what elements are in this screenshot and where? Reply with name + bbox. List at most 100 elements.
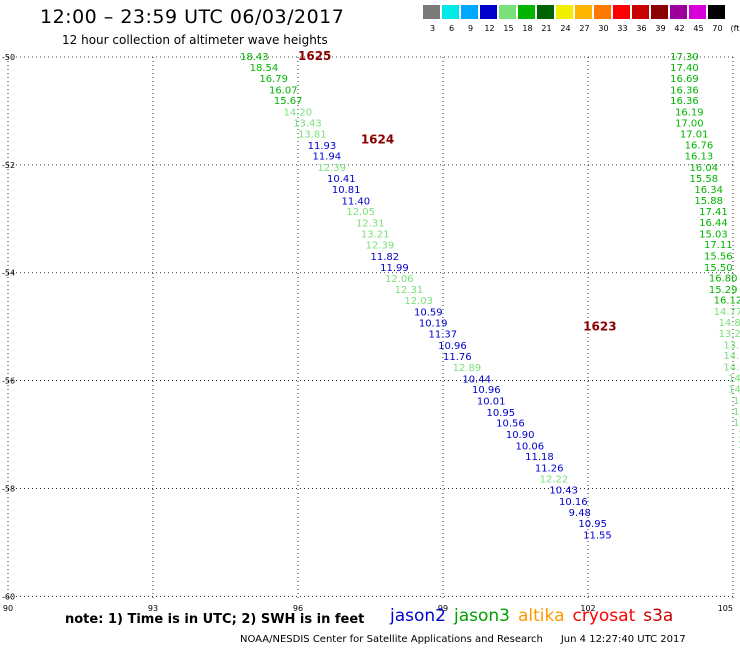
x-tick-label: 102	[580, 604, 595, 613]
wave-height-point: 13.21	[361, 229, 390, 240]
wave-height-point: 13.81	[298, 130, 327, 141]
wave-height-point: 11.55	[583, 530, 612, 541]
color-swatch	[651, 5, 668, 19]
wave-height-point: 15.58	[690, 174, 719, 185]
wave-height-points: 18.4318.5416.7916.0715.6714.2013.4313.81…	[240, 52, 740, 541]
wave-height-point: 14.77	[714, 307, 740, 318]
color-scale-label: 42	[674, 24, 685, 33]
wave-height-point: 13.22	[733, 407, 740, 418]
color-swatch	[575, 5, 592, 19]
y-tick-label: -60	[2, 592, 15, 601]
satellite-legend-item: altika	[518, 606, 565, 626]
wave-height-point: 10.43	[549, 486, 578, 497]
color-scale-label: 45	[693, 24, 704, 33]
color-scale-label: 6	[448, 24, 455, 33]
pass-label: 1624	[361, 133, 394, 147]
wave-height-point: 16.79	[259, 74, 288, 85]
wave-height-point: 13.70	[738, 440, 740, 451]
wave-height-point: 11.82	[371, 252, 400, 263]
x-tick-label: 99	[438, 604, 448, 613]
satellite-legend-item: jason2	[390, 606, 446, 626]
wave-height-point: 11.94	[313, 152, 342, 163]
y-tick-label: -58	[2, 484, 15, 493]
wave-height-point: 12.39	[366, 241, 395, 252]
color-scale-label: (ft)	[730, 24, 740, 33]
wave-height-point: 10.16	[559, 497, 588, 508]
color-scale-label: 24	[560, 24, 571, 33]
wave-height-point: 10.81	[332, 185, 361, 196]
footer-timestamp: Jun 4 12:27:40 UTC 2017	[560, 634, 686, 645]
footer-credit: NOAA/NESDIS Center for Satellite Applica…	[240, 634, 543, 645]
color-scale-label: 36	[636, 24, 647, 33]
wave-height-point: 18.54	[250, 63, 279, 74]
wave-height-point: 16.12	[714, 296, 740, 307]
wave-height-point: 12.03	[404, 296, 433, 307]
wave-height-point: 17.30	[670, 52, 699, 63]
color-scale-label: 70	[712, 24, 723, 33]
wave-height-point: 16.13	[685, 152, 714, 163]
y-tick-label: -54	[2, 269, 15, 278]
chart-subtitle: 12 hour collection of altimeter wave hei…	[62, 33, 328, 47]
wave-height-point: 10.96	[438, 341, 467, 352]
track-group: 18.4318.5416.7916.0715.6714.2013.4313.81…	[240, 52, 612, 541]
wave-height-point: 11.18	[525, 452, 554, 463]
wave-height-point: 14.81	[728, 385, 740, 396]
wave-height-point: 13.43	[293, 118, 322, 129]
wave-height-point: 10.06	[516, 441, 545, 452]
wave-height-point: 10.96	[472, 385, 501, 396]
color-scale-label: 12	[484, 24, 495, 33]
pass-label: 1625	[298, 49, 331, 63]
color-swatch	[499, 5, 516, 19]
wave-height-point: 15.67	[274, 96, 303, 107]
color-swatch	[442, 5, 459, 19]
color-scale-label: 18	[522, 24, 533, 33]
wave-height-point: 10.59	[414, 308, 443, 319]
track-group: 17.3017.4016.6916.3616.3616.1917.0017.01…	[670, 52, 740, 451]
x-tick-label: 93	[148, 604, 158, 613]
y-tick-label: -52	[2, 161, 15, 170]
wave-height-point: 11.26	[535, 463, 564, 474]
color-swatch	[537, 5, 554, 19]
wave-height-point: 11.99	[380, 263, 409, 274]
wave-height-point: 10.19	[419, 318, 448, 329]
wave-height-point: 12.89	[453, 363, 482, 374]
wave-height-point: 16.34	[694, 185, 723, 196]
wave-height-point: 12.31	[395, 285, 424, 296]
wave-height-point: 16.36	[670, 96, 699, 107]
x-tick-label: 105	[718, 604, 733, 613]
color-scale-label: 30	[598, 24, 609, 33]
grid-lines	[7, 56, 734, 599]
wave-height-point: 13.22	[738, 429, 740, 440]
color-scale-label: 9	[467, 24, 474, 33]
color-scale-label: 39	[655, 24, 666, 33]
color-swatch	[480, 5, 497, 19]
wave-height-point: 10.44	[462, 374, 491, 385]
color-swatch	[518, 5, 535, 19]
wave-height-point: 12.22	[540, 475, 569, 486]
axis-tick-labels: 90 93 96 99 102 105 -50 -52 -54 -56 -58 -60	[2, 53, 733, 613]
color-swatch	[423, 5, 440, 19]
wave-height-point: 10.95	[578, 519, 607, 530]
wave-height-point: 15.29	[709, 285, 738, 296]
wave-height-point: 15.03	[699, 229, 728, 240]
wave-height-point: 13.48	[733, 418, 740, 429]
color-scale-label: 15	[503, 24, 514, 33]
footer: NOAA/NESDIS Center for Satellite Applica…	[240, 634, 686, 645]
x-tick-label: 96	[293, 604, 303, 613]
wave-height-point: 14.78	[723, 351, 740, 362]
wave-height-point: 10.41	[327, 174, 356, 185]
satellite-legend: jason2 jason3 altika cryosat s3a	[390, 606, 681, 626]
wave-height-point: 10.56	[496, 419, 525, 430]
wave-height-point: 11.93	[308, 141, 337, 152]
wave-height-point: 10.95	[487, 408, 516, 419]
y-tick-label: -56	[2, 377, 15, 386]
wave-height-point: 16.76	[685, 140, 714, 151]
satellite-legend-item: jason3	[454, 606, 510, 626]
wave-height-point: 13.64	[723, 340, 740, 351]
wave-height-point: 17.01	[680, 130, 709, 141]
color-scale-label: 27	[579, 24, 590, 33]
wave-height-point: 14.70	[733, 396, 740, 407]
wave-height-point: 14.20	[284, 107, 313, 118]
chart-title: 12:00 – 23:59 UTC 06/03/2017	[40, 6, 345, 28]
